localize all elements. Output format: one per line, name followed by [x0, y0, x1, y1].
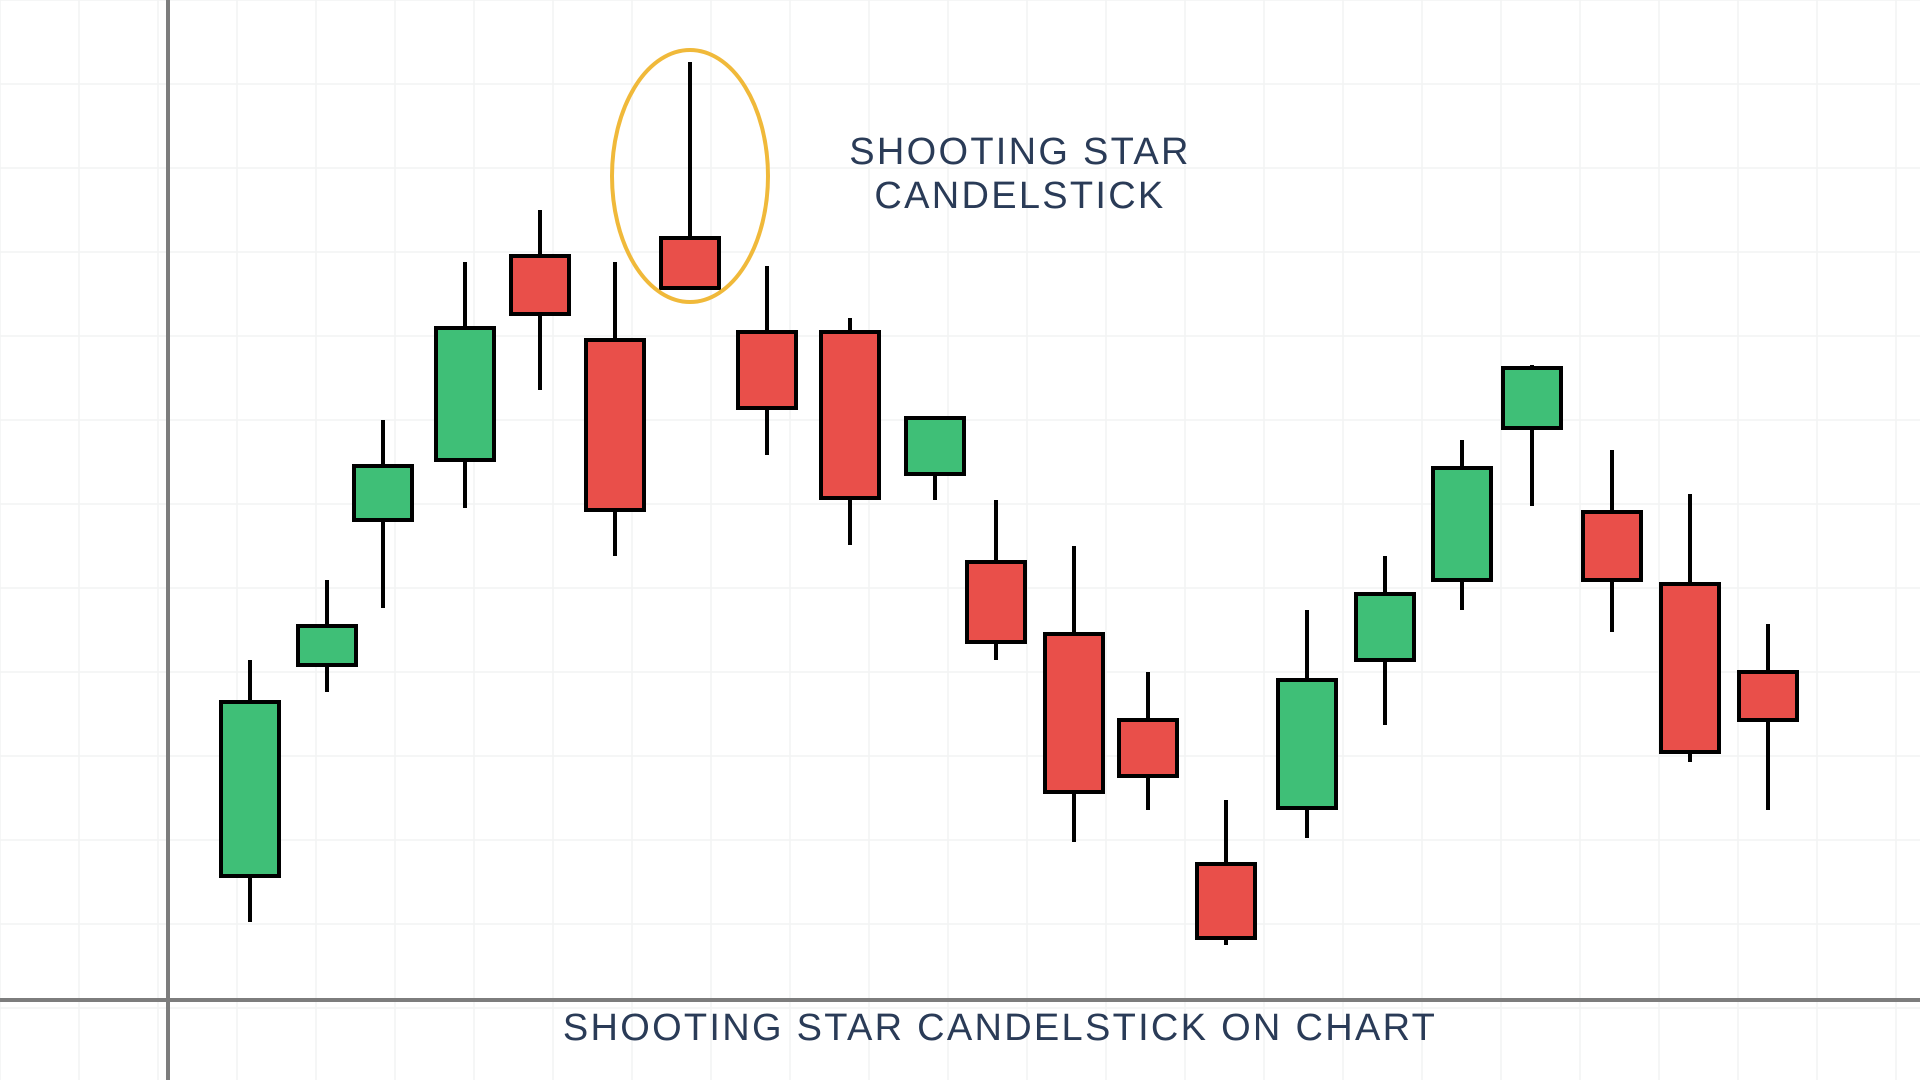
candle-body	[586, 340, 644, 510]
candle-body	[1119, 720, 1177, 776]
candle-body	[1278, 680, 1336, 808]
candle-body	[1503, 368, 1561, 428]
candle-body	[1045, 634, 1103, 792]
candle-body	[1356, 594, 1414, 660]
shooting-star-annotation: SHOOTING STAR CANDELSTICK	[720, 131, 1320, 218]
candle-body	[738, 332, 796, 408]
candle-body	[1433, 468, 1491, 580]
candle-body	[511, 256, 569, 314]
candle-body	[967, 562, 1025, 642]
candle-body	[436, 328, 494, 460]
candle-body	[1661, 584, 1719, 752]
candle-body	[298, 626, 356, 665]
candle-body	[1739, 672, 1797, 720]
candle-body	[906, 418, 964, 474]
candle-body	[1583, 512, 1641, 580]
candle-body	[821, 332, 879, 498]
candle-body	[354, 466, 412, 520]
candle-body	[661, 238, 719, 288]
chart-caption: SHOOTING STAR CANDELSTICK ON CHART	[300, 1007, 1700, 1050]
candlestick-chart: SHOOTING STAR CANDELSTICK SHOOTING STAR …	[0, 0, 1920, 1080]
candle-body	[1197, 864, 1255, 938]
candle-body	[221, 702, 279, 876]
